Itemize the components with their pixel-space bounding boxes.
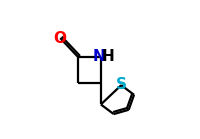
Text: N: N	[92, 49, 105, 64]
Text: S: S	[116, 77, 127, 92]
Text: O: O	[53, 31, 66, 46]
Text: H: H	[101, 49, 114, 64]
